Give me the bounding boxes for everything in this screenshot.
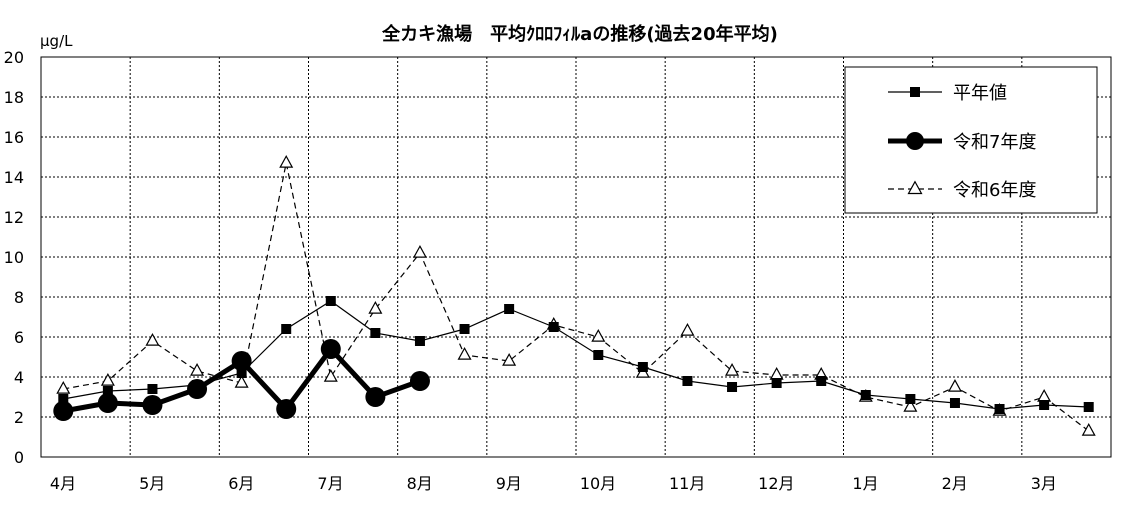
data-point-square bbox=[727, 382, 738, 392]
y-tick-label: 4 bbox=[14, 368, 24, 387]
data-point-triangle bbox=[903, 399, 918, 412]
data-point-triangle bbox=[947, 379, 962, 392]
series-group bbox=[53, 155, 1096, 436]
data-point-triangle bbox=[725, 363, 740, 376]
data-point-triangle bbox=[368, 301, 383, 314]
data-point-triangle bbox=[412, 245, 427, 258]
data-point-square bbox=[325, 296, 336, 306]
x-tick-label: 6月 bbox=[228, 474, 254, 493]
x-axis-ticks: 4月 5月 6月 7月 8月 9月 10月 11月 12月 1月 2月 3月 bbox=[50, 474, 1057, 493]
y-tick-label: 10 bbox=[4, 248, 24, 267]
y-axis-unit-label: μg/L bbox=[40, 32, 73, 50]
data-point-triangle bbox=[591, 329, 606, 342]
x-tick-label: 12月 bbox=[758, 474, 794, 493]
y-tick-label: 6 bbox=[14, 328, 24, 347]
series-solid-square bbox=[58, 296, 1094, 414]
y-tick-label: 16 bbox=[4, 128, 24, 147]
data-point-triangle bbox=[100, 373, 115, 386]
data-point-square bbox=[860, 390, 871, 400]
plot-area-frame bbox=[40, 56, 1112, 458]
x-tick-label: 4月 bbox=[50, 474, 76, 493]
series-line bbox=[63, 300, 1089, 410]
data-point-circle bbox=[906, 132, 924, 150]
x-tick-label: 7月 bbox=[317, 474, 343, 493]
data-point-square bbox=[905, 394, 916, 404]
y-tick-label: 18 bbox=[4, 88, 24, 107]
series-bold-circle bbox=[53, 339, 430, 421]
data-point-square bbox=[1083, 402, 1094, 412]
data-point-triangle bbox=[1037, 389, 1052, 402]
data-point-square bbox=[771, 378, 782, 388]
data-point-circle bbox=[231, 351, 252, 371]
legend-label: 平年値 bbox=[953, 83, 1007, 104]
data-point-square bbox=[147, 384, 158, 394]
data-point-circle bbox=[142, 395, 163, 415]
data-point-circle bbox=[320, 339, 341, 359]
data-point-square bbox=[414, 336, 425, 346]
y-tick-label: 20 bbox=[4, 48, 24, 67]
y-tick-label: 8 bbox=[14, 288, 24, 307]
x-tick-label: 5月 bbox=[139, 474, 165, 493]
legend-entry: 令和6年度 bbox=[888, 180, 1036, 201]
data-point-triangle bbox=[323, 369, 338, 382]
legend-label: 令和6年度 bbox=[953, 180, 1036, 201]
data-point-triangle bbox=[680, 323, 695, 336]
data-point-triangle bbox=[56, 381, 71, 394]
data-point-square bbox=[102, 386, 113, 396]
y-tick-label: 0 bbox=[14, 448, 24, 467]
data-point-triangle bbox=[457, 347, 472, 360]
data-point-square bbox=[949, 398, 960, 408]
data-point-square bbox=[370, 328, 381, 338]
legend-entry: 令和7年度 bbox=[888, 132, 1036, 153]
data-point-square bbox=[816, 376, 827, 386]
data-point-triangle bbox=[769, 367, 784, 380]
series-dashed-triangle bbox=[56, 155, 1096, 436]
data-point-triangle bbox=[190, 363, 205, 376]
legend-entry: 平年値 bbox=[888, 83, 1007, 104]
y-tick-label: 14 bbox=[4, 168, 24, 187]
y-tick-label: 12 bbox=[4, 208, 24, 227]
x-tick-label: 3月 bbox=[1031, 474, 1057, 493]
x-tick-label: 8月 bbox=[407, 474, 433, 493]
data-point-square bbox=[910, 87, 920, 97]
x-tick-label: 11月 bbox=[669, 474, 705, 493]
data-point-circle bbox=[97, 393, 118, 413]
data-point-square bbox=[504, 304, 515, 314]
data-point-square bbox=[994, 404, 1005, 414]
data-point-square bbox=[236, 368, 247, 378]
x-tick-label: 1月 bbox=[852, 474, 878, 493]
y-tick-label: 2 bbox=[14, 408, 24, 427]
x-tick-label: 10月 bbox=[580, 474, 616, 493]
data-point-triangle bbox=[502, 353, 517, 366]
data-point-square bbox=[459, 324, 470, 334]
chart-title: 全カキ漁場 平均ｸﾛﾛﾌｨﾙaの推移(過去20年平均) bbox=[381, 23, 778, 45]
data-point-square bbox=[58, 394, 69, 404]
y-axis-ticks: 0 2 4 6 8 10 12 14 16 18 20 bbox=[4, 48, 24, 467]
data-point-circle bbox=[276, 399, 297, 419]
data-point-square bbox=[281, 324, 292, 334]
data-point-triangle bbox=[907, 180, 923, 195]
data-point-circle bbox=[365, 387, 386, 407]
data-point-square bbox=[637, 362, 648, 372]
data-point-circle bbox=[409, 371, 430, 391]
legend-box bbox=[844, 66, 1098, 214]
data-point-triangle bbox=[1081, 423, 1096, 436]
data-point-triangle bbox=[279, 155, 294, 168]
data-point-circle bbox=[53, 401, 74, 421]
data-point-triangle bbox=[145, 333, 160, 346]
data-point-square bbox=[682, 376, 693, 386]
x-tick-label: 2月 bbox=[942, 474, 968, 493]
data-point-square bbox=[593, 350, 604, 360]
data-point-triangle bbox=[234, 375, 249, 388]
series-line bbox=[63, 162, 1090, 432]
data-point-square bbox=[548, 322, 559, 332]
legend-label: 令和7年度 bbox=[953, 132, 1036, 153]
data-point-square bbox=[1039, 400, 1050, 410]
x-tick-label: 9月 bbox=[496, 474, 522, 493]
data-point-circle bbox=[187, 379, 208, 399]
